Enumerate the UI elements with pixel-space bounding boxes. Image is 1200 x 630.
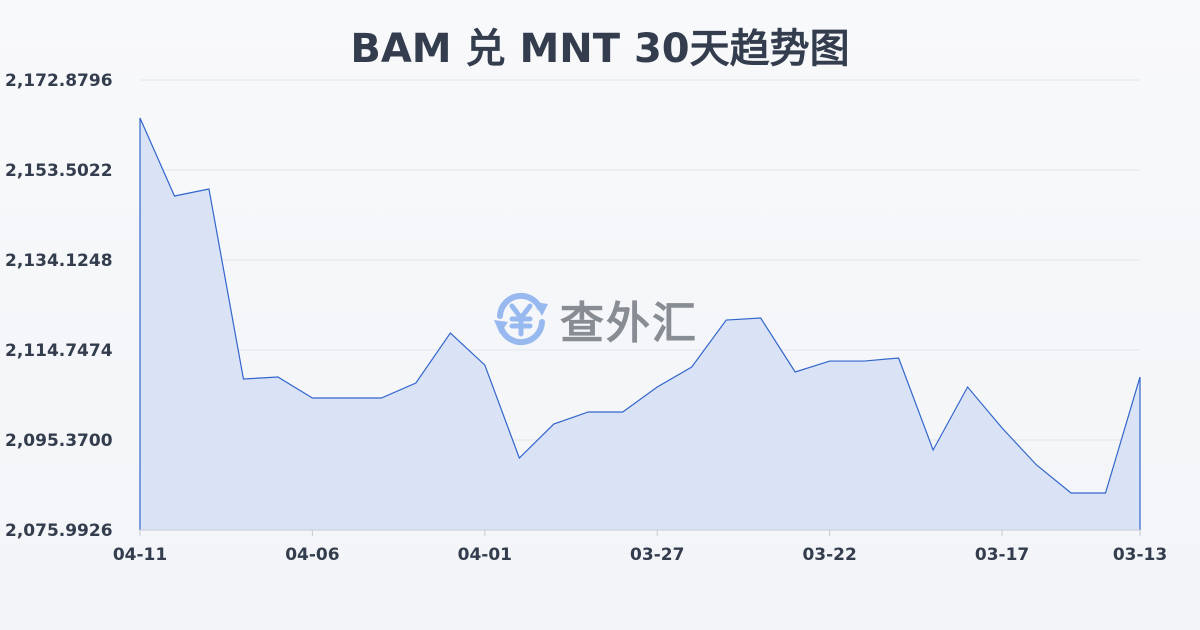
x-tick-label: 04-06 bbox=[285, 545, 339, 565]
y-tick-label: 2,153.5022 bbox=[5, 161, 113, 181]
y-tick-label: 2,134.1248 bbox=[5, 251, 113, 271]
y-tick-label: 2,172.8796 bbox=[5, 71, 113, 91]
y-tick-label: 2,114.7474 bbox=[5, 341, 113, 361]
watermark-text: 查外汇 bbox=[560, 298, 698, 349]
x-tick-label: 03-22 bbox=[802, 545, 856, 565]
y-tick-label: 2,095.3700 bbox=[5, 431, 113, 451]
chart-title: BAM 兑 MNT 30天趋势图 bbox=[350, 26, 850, 72]
x-tick-label: 03-27 bbox=[630, 545, 684, 565]
area-fill bbox=[140, 117, 1140, 531]
x-tick-label: 03-13 bbox=[1113, 545, 1167, 565]
x-tick-label: 04-01 bbox=[458, 545, 512, 565]
watermark: 查外汇 bbox=[490, 287, 698, 351]
x-tick-label: 03-17 bbox=[975, 545, 1029, 565]
series-line bbox=[139, 117, 1141, 530]
x-tick-label: 04-11 bbox=[113, 545, 167, 565]
yen-exchange-icon bbox=[494, 292, 548, 346]
y-tick-label: 2,075.9926 bbox=[5, 521, 113, 541]
